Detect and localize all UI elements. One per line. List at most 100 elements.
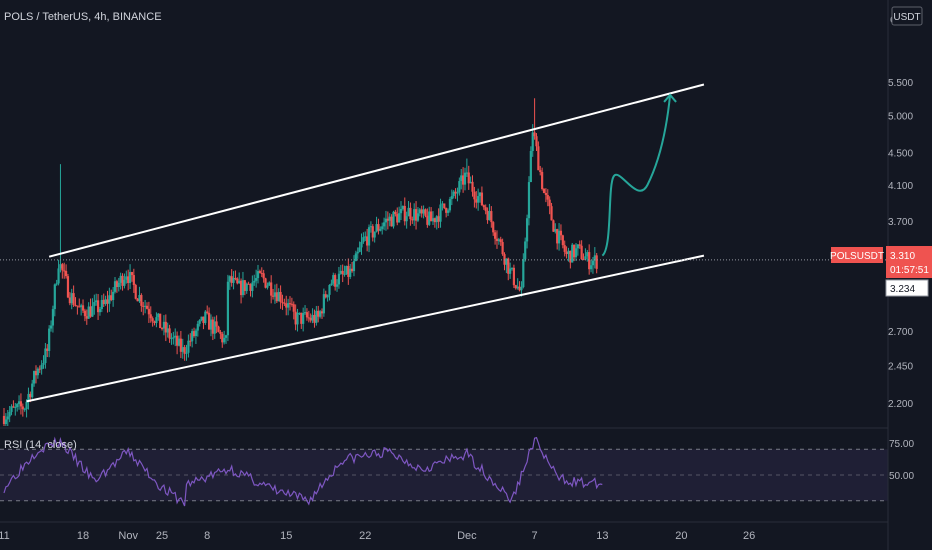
candle — [162, 315, 166, 336]
candle — [6, 409, 9, 426]
candlestick-series[interactable] — [2, 98, 598, 426]
candle — [55, 279, 58, 286]
candle — [53, 283, 56, 317]
candle — [285, 295, 288, 316]
candle — [510, 267, 514, 271]
candle — [567, 247, 570, 262]
candle — [377, 218, 380, 235]
candle — [369, 221, 373, 233]
candle — [228, 275, 231, 290]
candle — [93, 294, 96, 315]
candle — [157, 313, 160, 321]
candle — [552, 219, 555, 232]
candle — [373, 231, 376, 243]
candle — [179, 330, 182, 359]
candle — [144, 299, 147, 314]
candle — [573, 244, 576, 262]
candle — [123, 273, 126, 289]
candle — [589, 259, 593, 273]
candle — [446, 208, 450, 217]
candle — [352, 255, 356, 277]
last-price-value: 3.310 — [890, 251, 915, 262]
candle — [98, 306, 102, 316]
candle — [486, 207, 489, 224]
candle — [482, 204, 485, 210]
last-price-box — [886, 246, 932, 278]
candle — [202, 316, 205, 330]
candle — [399, 201, 403, 221]
candle — [296, 308, 299, 332]
time-tick: 15 — [280, 530, 292, 542]
candle — [437, 208, 440, 229]
currency-badge[interactable]: USDT — [891, 6, 923, 26]
time-axis[interactable]: 11 18 25 Nov 8 15 22 Dec 7 13 20 26 — [0, 521, 888, 542]
candle — [533, 98, 536, 140]
candle — [330, 279, 333, 286]
candle — [247, 281, 250, 285]
channel-lower-line[interactable] — [26, 254, 705, 403]
candle — [89, 298, 92, 318]
candle — [384, 210, 388, 231]
candle — [192, 327, 196, 338]
candle — [223, 330, 226, 345]
rsi-pane[interactable]: RSI (14, close) — [0, 427, 888, 507]
trend-channel[interactable] — [26, 83, 705, 403]
candle — [264, 277, 267, 289]
candle — [595, 253, 598, 274]
currency-label: USDT — [893, 12, 920, 23]
candle — [303, 305, 307, 315]
candle — [341, 264, 344, 283]
symbol-label: POLSUSDT — [830, 247, 884, 263]
candle — [292, 301, 295, 320]
candle — [243, 279, 246, 296]
candle — [68, 292, 71, 306]
candle — [433, 217, 436, 228]
candle — [136, 298, 139, 302]
candle — [172, 331, 175, 345]
candle — [21, 403, 24, 417]
candle — [91, 298, 94, 317]
candle — [300, 312, 303, 329]
candle — [140, 293, 143, 312]
candle — [31, 379, 34, 399]
candle — [403, 197, 406, 226]
candle — [484, 204, 487, 215]
candle — [200, 316, 203, 322]
candle — [217, 325, 220, 333]
candle — [443, 203, 446, 210]
candle — [586, 249, 589, 262]
channel-upper-line[interactable] — [48, 83, 705, 258]
candle — [375, 216, 378, 233]
candle — [315, 305, 318, 326]
candle — [516, 278, 519, 290]
candle — [557, 223, 561, 251]
candle — [488, 203, 491, 221]
time-tick: 25 — [156, 530, 168, 542]
projection-arrow[interactable] — [601, 94, 672, 257]
time-tick: Dec — [457, 530, 477, 542]
candle — [83, 308, 87, 322]
candle — [411, 216, 414, 224]
candle — [386, 211, 389, 230]
candle — [187, 334, 190, 358]
candle — [51, 305, 55, 333]
candle — [454, 188, 457, 199]
candle — [87, 302, 90, 319]
candle — [185, 344, 188, 361]
price-tick: 3.700 — [888, 217, 913, 228]
candle — [544, 188, 547, 203]
candle — [414, 201, 418, 230]
candle — [183, 345, 186, 361]
candle — [362, 232, 365, 244]
candle — [283, 298, 286, 307]
candle — [313, 309, 316, 328]
candle — [541, 167, 544, 191]
candle — [542, 188, 546, 194]
candle — [241, 271, 245, 298]
candle — [253, 274, 256, 286]
candle — [281, 294, 284, 310]
candle — [492, 221, 495, 236]
candle — [535, 133, 538, 152]
